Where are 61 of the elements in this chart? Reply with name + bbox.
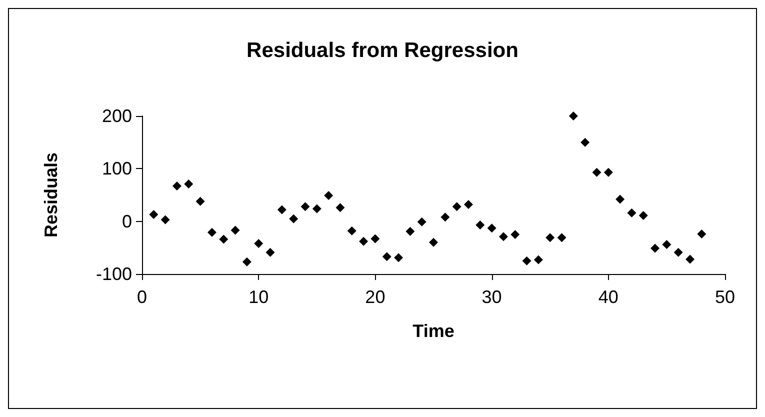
point — [452, 202, 462, 212]
point — [230, 226, 240, 235]
point — [184, 179, 194, 188]
point — [149, 210, 158, 219]
point — [580, 138, 590, 147]
point — [242, 257, 252, 266]
point — [440, 212, 450, 222]
point — [557, 233, 566, 242]
point — [662, 240, 672, 250]
point — [650, 244, 660, 253]
point — [627, 208, 636, 218]
point — [616, 194, 625, 204]
point — [638, 211, 648, 220]
point — [546, 233, 555, 242]
x-tick-label: 50 — [714, 287, 736, 307]
chart-title: Residuals from Regression — [246, 39, 518, 62]
point — [312, 204, 322, 214]
point — [300, 202, 310, 212]
point — [382, 252, 392, 262]
point — [266, 248, 275, 257]
point — [160, 215, 170, 224]
point — [604, 168, 613, 177]
x-axis-title: Time — [412, 321, 454, 341]
point — [487, 224, 496, 233]
y-tick-label: 0 — [122, 211, 132, 232]
point — [522, 256, 532, 266]
point — [359, 236, 368, 246]
point — [510, 230, 520, 239]
point — [336, 203, 345, 212]
point — [674, 248, 683, 257]
point — [534, 255, 543, 264]
point — [686, 254, 695, 264]
point — [254, 238, 264, 248]
point — [498, 232, 508, 242]
point — [370, 234, 380, 244]
point — [464, 200, 473, 209]
point — [324, 191, 334, 200]
point — [406, 226, 415, 236]
point — [207, 228, 216, 237]
point — [476, 220, 485, 230]
point — [289, 214, 298, 224]
point — [219, 234, 228, 244]
y-tick-label: 200 — [102, 106, 132, 126]
y-tick-label: 100 — [102, 158, 132, 179]
x-tick-label: 0 — [136, 287, 148, 307]
point — [172, 182, 182, 191]
point — [697, 229, 706, 238]
x-tick-label: 30 — [482, 287, 502, 307]
y-tick-label: -100 — [96, 264, 132, 284]
x-tick-label: 10 — [248, 287, 269, 307]
point — [592, 168, 602, 177]
y-axis-title: Residuals — [41, 152, 61, 238]
point — [429, 238, 438, 247]
point — [347, 226, 356, 236]
point — [277, 205, 286, 214]
x-tick-label: 40 — [598, 287, 618, 307]
point — [394, 253, 404, 262]
point — [568, 112, 578, 120]
x-tick-label: 20 — [365, 287, 386, 307]
point — [196, 196, 205, 206]
point — [417, 217, 426, 226]
